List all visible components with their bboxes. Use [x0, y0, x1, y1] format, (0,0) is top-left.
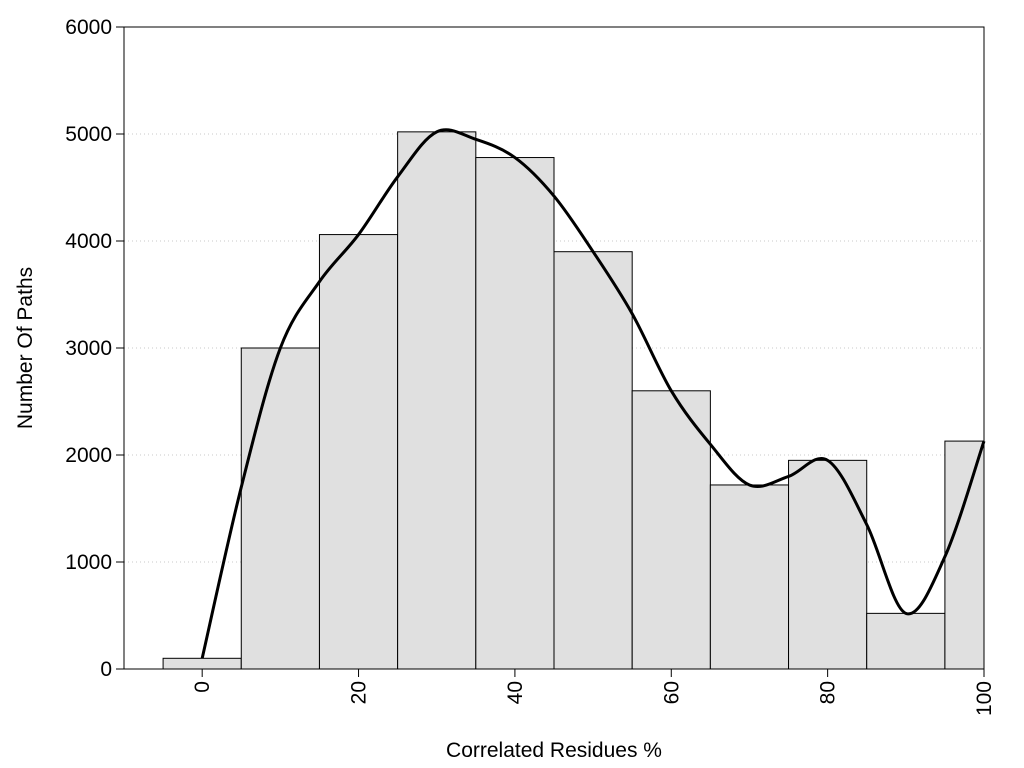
- histogram-bar: [240, 347, 320, 670]
- y-tick-label: 0: [100, 658, 112, 681]
- x-tick-label: 40: [504, 681, 527, 704]
- x-axis-ticks: 0 20 40 60 80 100: [191, 669, 996, 716]
- histogram-bar: [397, 131, 477, 670]
- y-axis-label: Number Of Paths: [14, 267, 37, 429]
- histogram-bar: [944, 440, 985, 670]
- histogram-bar: [553, 251, 633, 670]
- y-tick-label: 3000: [65, 337, 112, 360]
- density-curve-line: [200, 128, 986, 659]
- histogram-bar: [475, 157, 555, 670]
- x-tick-label: 100: [973, 681, 996, 716]
- density-curve: [200, 128, 986, 659]
- histogram-bar: [709, 484, 790, 670]
- y-axis-ticks: 0 1000 2000 3000 4000 5000 6000: [65, 16, 124, 681]
- y-tick-label: 5000: [65, 123, 112, 146]
- histogram-bar: [162, 657, 242, 670]
- histogram-bar: [318, 234, 399, 670]
- y-tick-label: 2000: [65, 444, 112, 467]
- bars: [162, 131, 985, 670]
- x-tick-label: 80: [817, 681, 840, 704]
- x-tick-label: 20: [348, 681, 371, 704]
- x-axis-label: Correlated Residues %: [446, 739, 662, 762]
- y-tick-label: 4000: [65, 230, 112, 253]
- x-tick-label: 0: [191, 681, 214, 693]
- histogram-bar: [788, 459, 868, 670]
- y-tick-label: 1000: [65, 551, 112, 574]
- y-tick-label: 6000: [65, 16, 112, 39]
- histogram-bar: [631, 390, 711, 670]
- histogram-bar: [866, 612, 946, 670]
- x-tick-label: 60: [660, 681, 683, 704]
